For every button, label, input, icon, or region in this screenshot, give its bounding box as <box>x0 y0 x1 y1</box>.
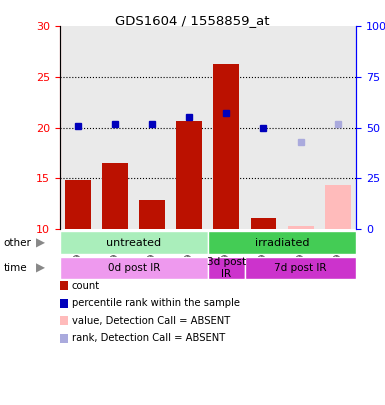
Text: 7d post IR: 7d post IR <box>274 263 327 273</box>
Bar <box>208 26 245 229</box>
Text: ▶: ▶ <box>36 262 45 275</box>
Text: time: time <box>4 263 27 273</box>
Bar <box>139 200 165 229</box>
Bar <box>176 122 203 229</box>
Text: other: other <box>4 238 32 247</box>
Bar <box>282 26 319 229</box>
Bar <box>60 257 208 279</box>
Text: percentile rank within the sample: percentile rank within the sample <box>72 298 240 308</box>
Bar <box>65 180 91 229</box>
Bar <box>171 26 208 229</box>
Bar <box>208 257 245 279</box>
Bar <box>213 64 239 229</box>
Text: rank, Detection Call = ABSENT: rank, Detection Call = ABSENT <box>72 333 225 343</box>
Text: ▶: ▶ <box>36 236 45 249</box>
Text: count: count <box>72 281 100 291</box>
Bar <box>134 26 171 229</box>
Text: 3d post
IR: 3d post IR <box>207 257 246 279</box>
Bar <box>288 226 313 229</box>
Bar <box>251 218 276 229</box>
Text: value, Detection Call = ABSENT: value, Detection Call = ABSENT <box>72 316 230 326</box>
Text: 0d post IR: 0d post IR <box>107 263 160 273</box>
Bar <box>60 231 208 254</box>
Bar <box>319 26 356 229</box>
Text: GDS1604 / 1558859_at: GDS1604 / 1558859_at <box>115 14 270 27</box>
Bar <box>208 231 356 254</box>
Bar <box>60 26 97 229</box>
Text: irradiated: irradiated <box>255 238 309 247</box>
Bar <box>245 26 282 229</box>
Bar <box>325 185 351 229</box>
Bar <box>102 163 128 229</box>
Text: untreated: untreated <box>106 238 161 247</box>
Bar <box>245 257 356 279</box>
Bar <box>97 26 134 229</box>
